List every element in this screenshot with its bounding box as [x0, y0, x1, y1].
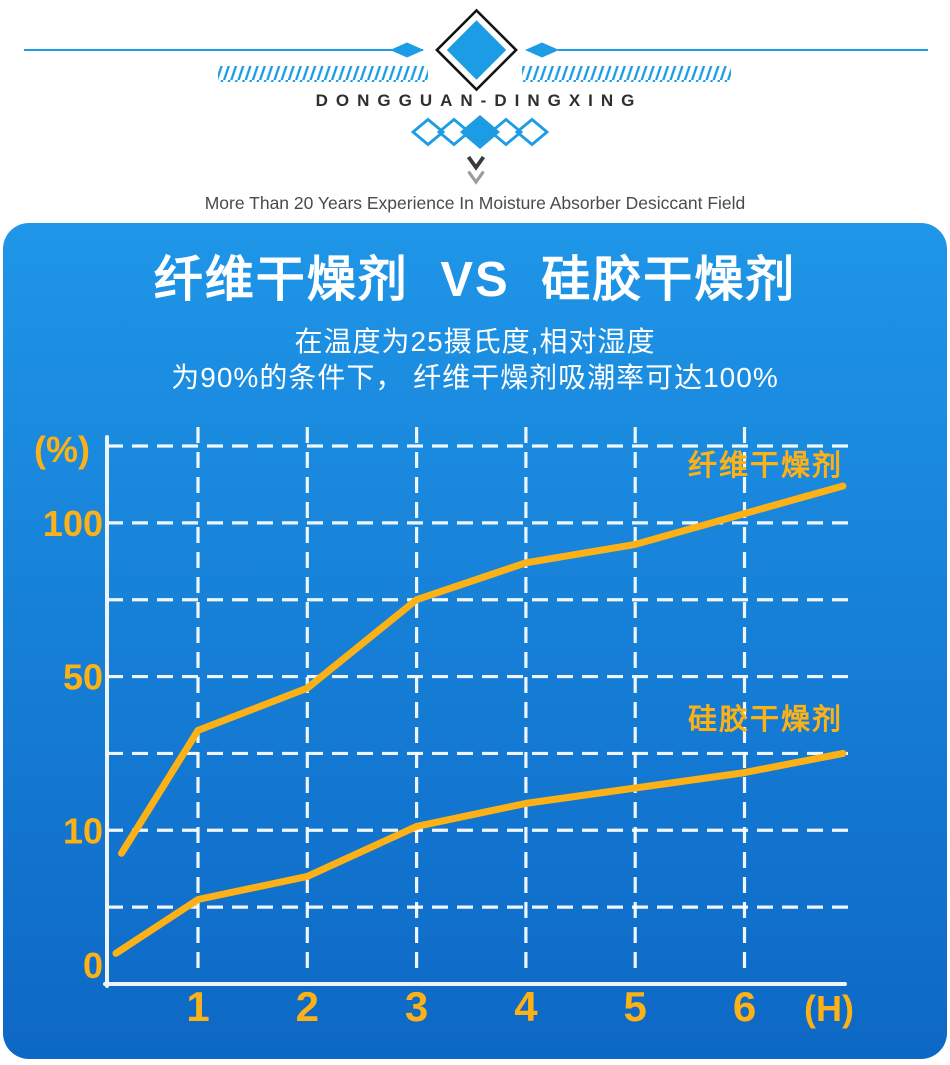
hatch-band-left-icon	[218, 66, 428, 82]
y-tick-label: 10	[63, 810, 103, 851]
y-tick-label: 100	[43, 503, 103, 544]
hatch-band-right-icon	[522, 66, 731, 82]
x-tick-label: 2	[296, 983, 319, 1030]
diamond-row-icon	[410, 115, 550, 149]
series-line-2	[112, 749, 847, 957]
comparison-panel	[3, 223, 947, 1059]
panel-subtitle-line1: 在温度为25摄氏度,相对湿度	[294, 326, 656, 357]
brand-emblem-icon	[24, 8, 928, 185]
series-line-1	[118, 482, 847, 857]
x-tick-label: 1	[186, 983, 209, 1030]
x-tick-label: 3	[405, 983, 428, 1030]
x-tick-label: 6	[733, 983, 756, 1030]
flat-diamond-left-icon	[390, 42, 424, 58]
panel-title: 纤维干燥剂 VS 硅胶干燥剂	[153, 253, 797, 307]
panel-subtitle-line2: 为90%的条件下， 纤维干燥剂吸潮率可达100%	[171, 362, 779, 393]
x-tick-label: 4	[514, 983, 538, 1030]
chevron-down-icon	[467, 170, 485, 185]
series-label: 纤维干燥剂	[688, 449, 843, 482]
x-tick-label: 5	[624, 983, 647, 1030]
y-tick-label: 50	[63, 657, 103, 698]
y-tick-label: 0	[83, 945, 103, 986]
brand-tagline: More Than 20 Years Experience In Moistur…	[204, 193, 746, 213]
brand-name: DONGGUAN-DINGXING	[315, 91, 643, 110]
y-axis-unit-label: (%)	[34, 429, 90, 470]
series-label: 硅胶干燥剂	[688, 702, 843, 736]
flat-diamond-right-icon	[525, 42, 559, 58]
big-diamond-icon	[435, 8, 518, 92]
chevron-down-icon	[466, 155, 486, 171]
x-axis-unit-label: (H)	[804, 988, 854, 1029]
